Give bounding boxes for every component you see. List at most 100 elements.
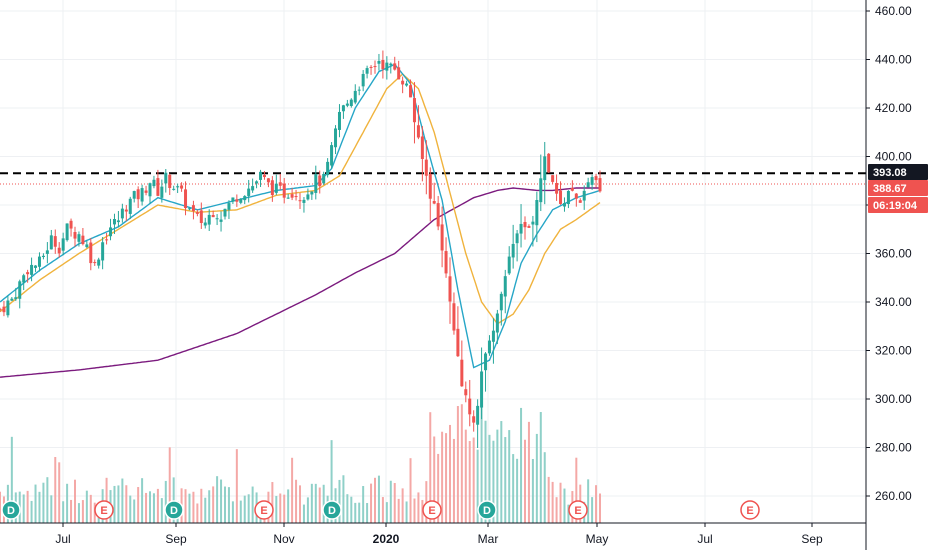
candle bbox=[152, 175, 156, 189]
candle bbox=[215, 214, 219, 226]
candle bbox=[401, 76, 405, 94]
earnings-icon bbox=[422, 500, 442, 520]
candle bbox=[424, 140, 428, 195]
candle bbox=[270, 176, 274, 202]
volume-bar bbox=[85, 490, 88, 523]
volume-bar bbox=[125, 485, 128, 523]
volume-bar bbox=[417, 492, 420, 523]
dividend-icon bbox=[1, 500, 21, 520]
candle-body bbox=[97, 259, 101, 266]
candle-body bbox=[487, 340, 491, 354]
event-label: E bbox=[428, 505, 435, 517]
candle-body bbox=[555, 182, 559, 194]
earnings-marker[interactable]: E bbox=[740, 500, 760, 520]
event-label: E bbox=[260, 505, 267, 517]
volume-bar bbox=[591, 497, 594, 523]
candle-body bbox=[353, 90, 357, 103]
candle-body bbox=[109, 227, 113, 237]
earnings-marker[interactable]: E bbox=[94, 500, 114, 520]
earnings-marker[interactable]: E bbox=[254, 500, 274, 520]
candle bbox=[266, 178, 270, 188]
volume-bar bbox=[449, 424, 451, 523]
candle-body bbox=[77, 234, 81, 242]
price-label-text: 393.08 bbox=[873, 167, 907, 179]
candle bbox=[559, 181, 563, 205]
volume-bar bbox=[322, 484, 325, 523]
volume-bar bbox=[409, 458, 412, 523]
candle bbox=[282, 178, 286, 204]
candle bbox=[85, 240, 89, 249]
candle bbox=[361, 70, 365, 92]
volume-bar bbox=[137, 487, 140, 523]
candle-body bbox=[191, 205, 195, 212]
volume-bar bbox=[389, 480, 392, 523]
earnings-marker[interactable]: E bbox=[568, 500, 588, 520]
dividend-marker[interactable]: D bbox=[477, 500, 497, 520]
candle-body bbox=[460, 359, 464, 387]
candle bbox=[124, 205, 128, 222]
dividend-icon bbox=[164, 500, 184, 520]
earnings-marker[interactable]: E bbox=[422, 500, 442, 520]
event-label: D bbox=[328, 505, 336, 517]
volume-bar bbox=[0, 491, 1, 523]
candle bbox=[543, 141, 547, 205]
candle bbox=[57, 242, 61, 258]
volume-bar bbox=[314, 483, 317, 523]
candle bbox=[428, 167, 432, 222]
price-label-bg bbox=[868, 180, 928, 196]
candle bbox=[448, 257, 452, 324]
candle-body bbox=[211, 214, 215, 218]
candle-body bbox=[444, 251, 448, 274]
candle bbox=[18, 279, 22, 309]
volume-bar bbox=[587, 479, 590, 523]
candle-body bbox=[57, 247, 61, 254]
candle-body bbox=[34, 265, 38, 268]
candle-body bbox=[468, 398, 472, 415]
candle-body bbox=[37, 256, 41, 267]
volume-bar bbox=[429, 412, 432, 523]
volume-bar bbox=[535, 433, 538, 523]
candle-body bbox=[578, 200, 582, 203]
candle-body bbox=[124, 209, 128, 212]
dividend-marker[interactable]: D bbox=[322, 500, 342, 520]
volume-bar bbox=[58, 462, 61, 523]
volume-bar bbox=[342, 475, 345, 523]
candle bbox=[373, 60, 377, 74]
y-axis-ticks: 460.00440.00420.00400.00380.00360.00340.… bbox=[866, 4, 912, 503]
candle-body bbox=[282, 183, 286, 198]
candle bbox=[365, 65, 369, 79]
candle-body bbox=[432, 201, 436, 204]
candle-body bbox=[184, 189, 188, 209]
candle bbox=[37, 252, 41, 272]
candle-body bbox=[507, 256, 511, 274]
volume-bar bbox=[141, 478, 144, 523]
candle bbox=[148, 182, 152, 204]
candle bbox=[598, 170, 602, 193]
candle-body bbox=[255, 181, 259, 184]
dividend-marker[interactable]: D bbox=[1, 500, 21, 520]
volume-bar bbox=[192, 491, 195, 523]
candle bbox=[223, 208, 227, 220]
candle bbox=[582, 185, 586, 210]
x-tick-label: May bbox=[586, 532, 609, 546]
candle-body bbox=[436, 203, 440, 227]
candle bbox=[551, 175, 555, 184]
candle-body bbox=[310, 191, 314, 195]
volume-bar bbox=[89, 494, 92, 523]
candle-body bbox=[377, 61, 381, 64]
candle bbox=[53, 229, 57, 254]
candle-body bbox=[69, 220, 73, 229]
price-label: 393.08 bbox=[868, 164, 928, 180]
volume-bar bbox=[425, 481, 428, 523]
candle-body bbox=[101, 242, 105, 261]
volume-bar bbox=[512, 454, 515, 523]
candle bbox=[432, 182, 436, 205]
volume-bar bbox=[488, 434, 491, 523]
event-label: E bbox=[574, 505, 581, 517]
candle-body bbox=[337, 111, 341, 130]
candle-body bbox=[6, 300, 10, 316]
dividend-marker[interactable]: D bbox=[164, 500, 184, 520]
candle bbox=[436, 196, 440, 231]
